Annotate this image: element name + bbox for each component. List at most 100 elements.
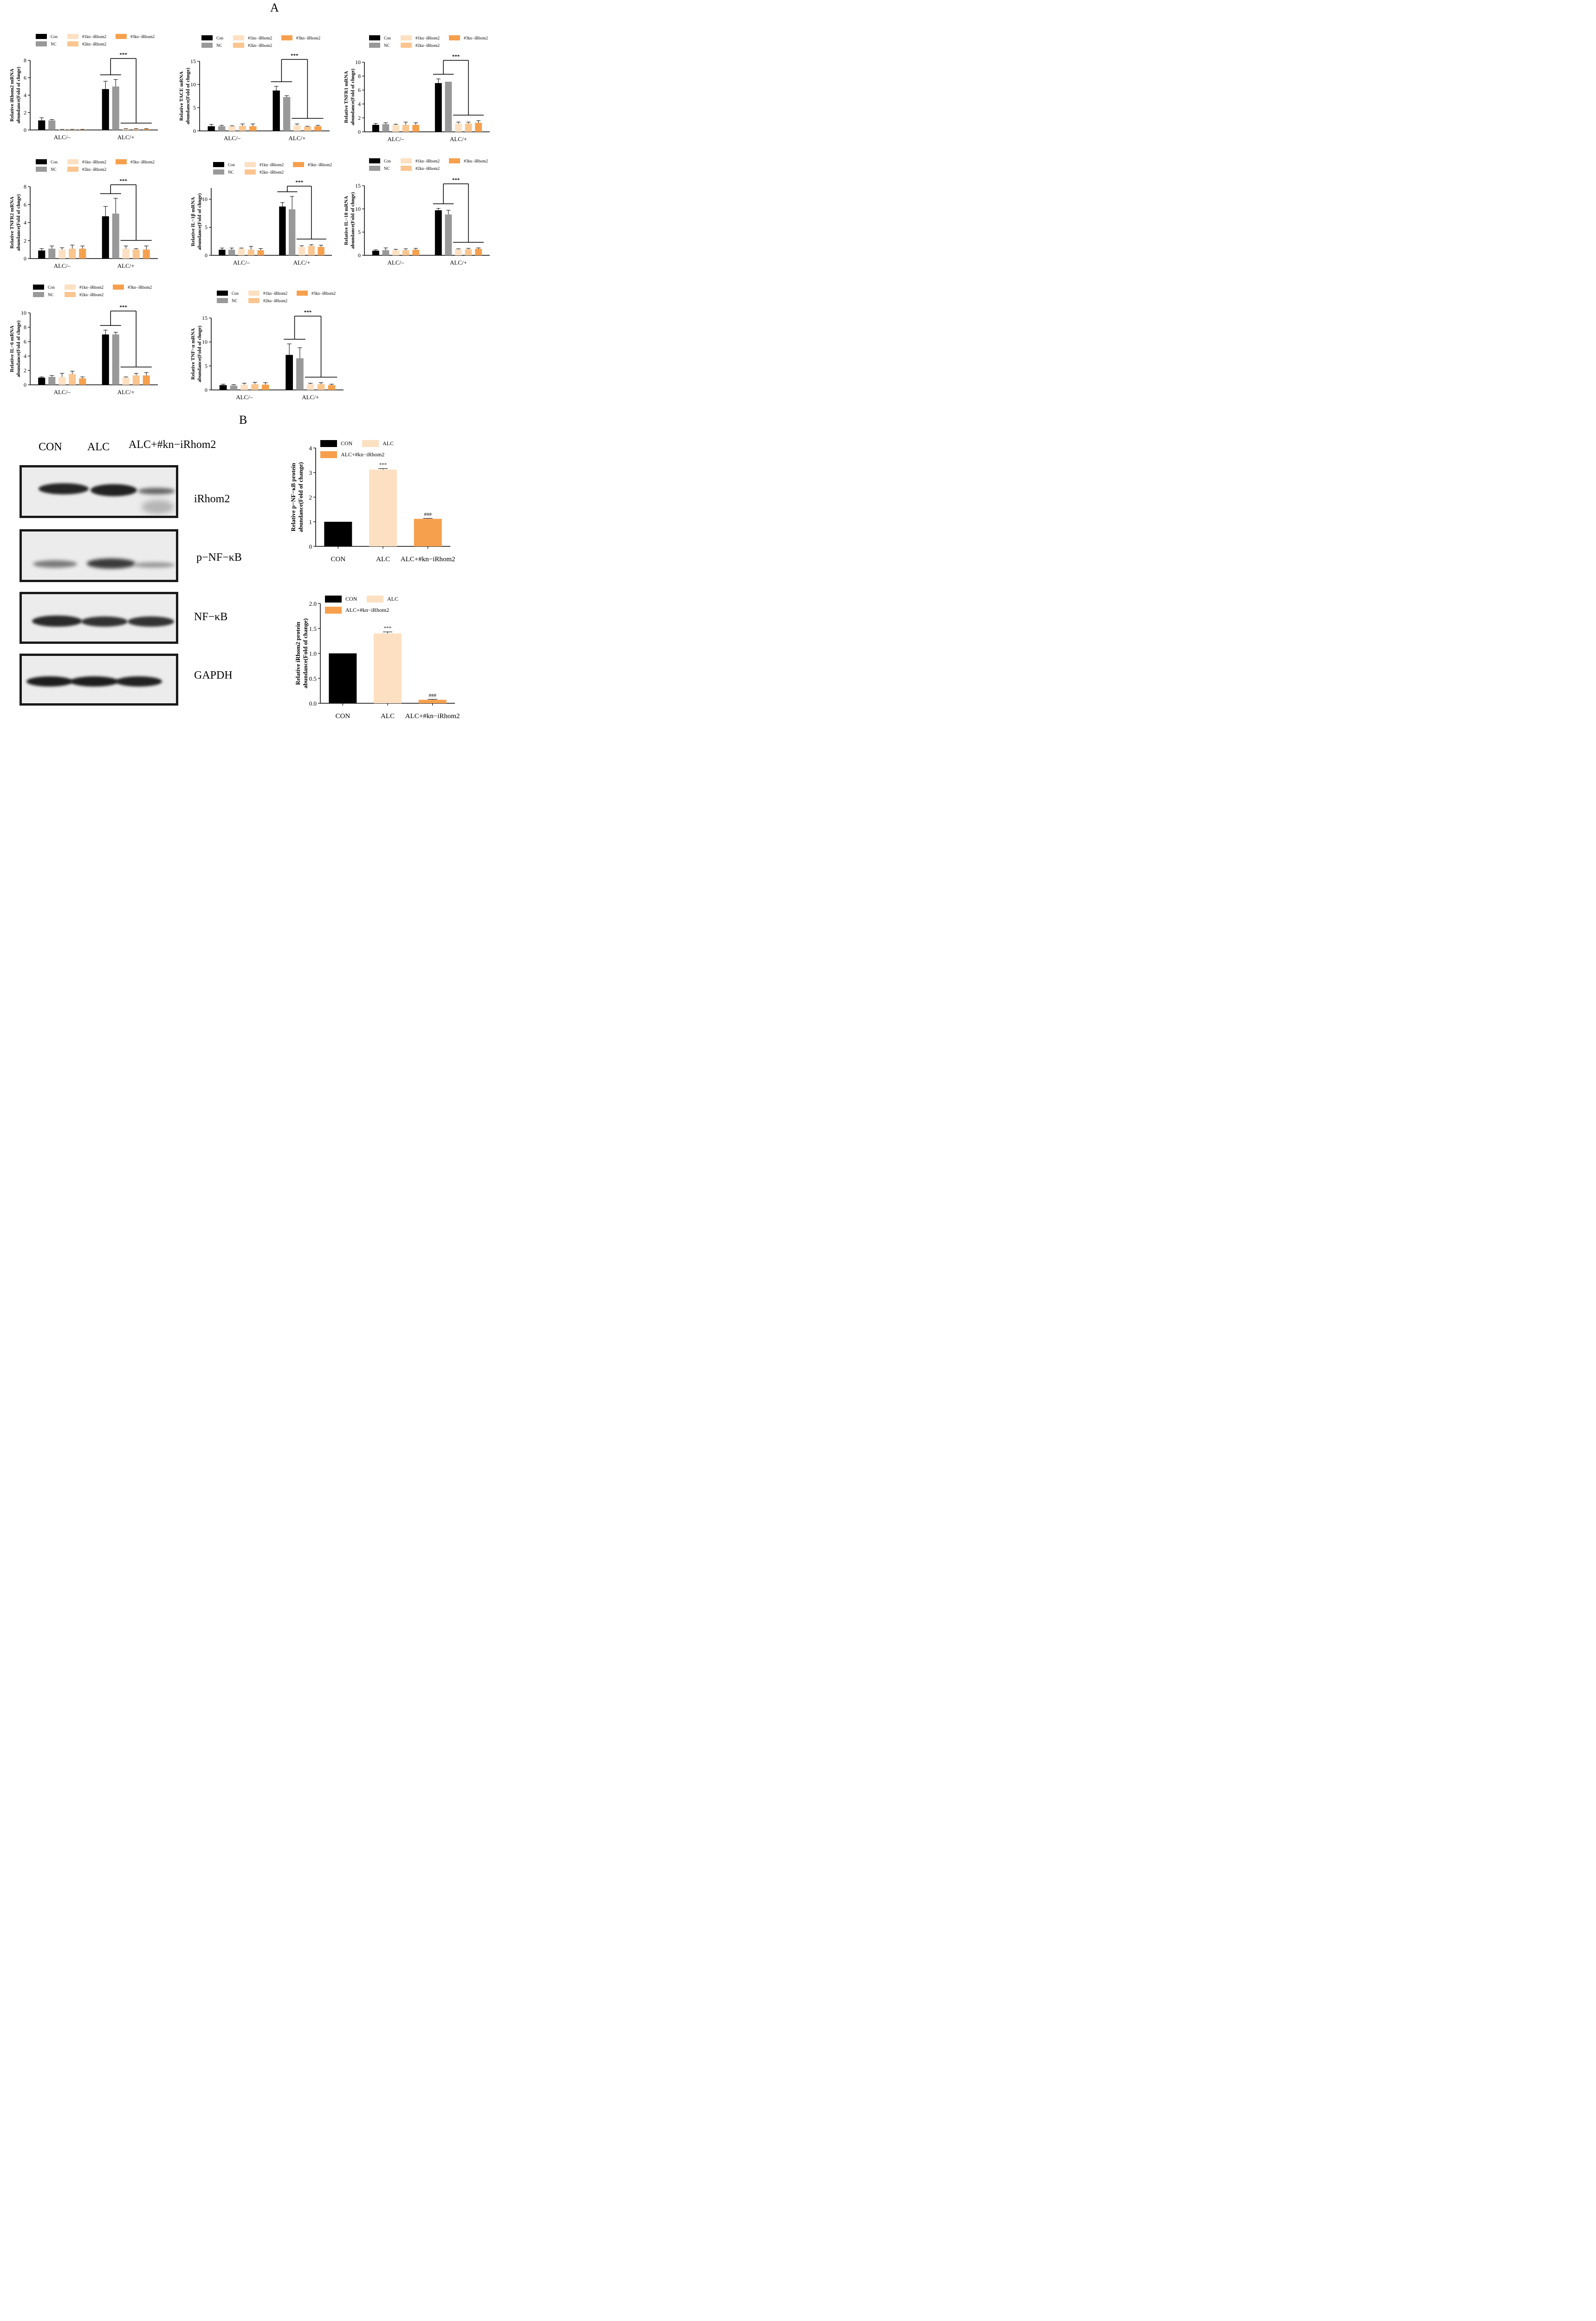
blot-label-nfkb: NF−κB	[194, 611, 228, 623]
legend-swatch	[401, 43, 412, 48]
panel-label-b: B	[239, 413, 247, 427]
legend-swatch	[248, 298, 260, 303]
legend-swatch	[233, 35, 244, 40]
chart-il18-mrna: Con NC #1kn−iRhom2 #2kn−iRhom2 #3kn−iRhom2 0 5…	[344, 158, 490, 266]
x-tick-label: ALC/+	[450, 259, 467, 266]
y-tick-label: 2	[24, 110, 26, 116]
x-tick-label: ALC/–	[54, 389, 71, 395]
y-axis-label: abundance(Fold of change)	[302, 618, 309, 688]
y-tick-label: 2	[309, 494, 312, 501]
bar	[132, 375, 140, 385]
legend-label: #3kn−iRhom2	[130, 34, 155, 39]
legend-swatch	[449, 35, 460, 40]
bar	[283, 97, 291, 131]
blot-label-gapdh: GAPDH	[194, 669, 233, 681]
bar	[240, 384, 248, 390]
blot-irhom2	[19, 465, 178, 518]
legend-label: #1kn−iRhom2	[82, 34, 106, 39]
legend-label: NC	[216, 43, 222, 48]
x-tick-label: ALC+#kn−iRhom2	[401, 556, 455, 563]
bar	[412, 250, 420, 255]
y-tick-label: 8	[24, 57, 26, 64]
bar	[293, 125, 301, 131]
y-tick-label: 4	[358, 101, 361, 107]
bar	[372, 251, 379, 255]
legend-label: CON	[341, 440, 353, 447]
legend-label: NC	[384, 43, 390, 48]
legend-label: Con	[48, 285, 55, 290]
chart-irhom2-mrna: Con NC #1kn−iRhom2 #2kn−iRhom2 #3kn−iRhom2 0 2…	[9, 34, 158, 141]
significance-label: ***	[120, 178, 128, 184]
bar	[112, 334, 119, 385]
y-tick-label: 5	[205, 363, 208, 369]
legend-label: #2kn−iRhom2	[82, 167, 106, 172]
bar	[251, 384, 259, 390]
y-tick-label: 2	[24, 237, 26, 244]
significance-label: ***	[304, 310, 312, 315]
y-tick-label: 10	[190, 81, 196, 88]
legend-label: #2kn−iRhom2	[260, 170, 284, 175]
bar	[374, 633, 402, 703]
bar	[58, 376, 66, 385]
significance-label: ***	[452, 177, 460, 183]
x-tick-label: ALC/–	[224, 135, 241, 142]
bar	[412, 125, 420, 132]
significance-label: ***	[120, 305, 128, 310]
y-axis-label: abundance(Fold of chnge)	[185, 68, 191, 125]
bar	[122, 377, 130, 385]
legend-swatch	[401, 35, 412, 40]
bar	[314, 126, 322, 131]
bar	[308, 246, 315, 255]
x-tick-label: ALC	[381, 713, 395, 720]
legend-swatch	[113, 285, 124, 290]
y-tick-label: 8	[24, 183, 26, 190]
bar	[318, 246, 324, 255]
bar	[402, 125, 409, 132]
bar	[392, 125, 399, 132]
bar	[455, 123, 462, 132]
legend-swatch	[248, 291, 260, 296]
y-tick-label: 3	[309, 469, 312, 476]
legend-label: Con	[232, 291, 239, 296]
legend-label: ALC	[387, 596, 398, 602]
bar	[143, 129, 150, 130]
legend-label: NC	[51, 42, 57, 46]
bar	[418, 700, 447, 703]
bar	[69, 248, 76, 259]
bar	[102, 334, 109, 385]
legend-swatch	[65, 285, 76, 290]
chart-tace-mrna: Con NC #1kn−iRhom2 #2kn−iRhom2 #3kn−iRhom2 0 5…	[179, 35, 330, 142]
legend-swatch	[33, 285, 44, 290]
y-tick-label: 15	[202, 315, 208, 321]
legend-label: #3kn−iRhom2	[464, 159, 488, 163]
x-tick-label: ALC/–	[54, 134, 71, 141]
bar	[475, 123, 482, 132]
legend-swatch	[67, 167, 78, 172]
bar	[257, 250, 264, 255]
y-tick-label: 4	[24, 92, 26, 98]
bar	[208, 126, 215, 131]
y-tick-label: 0	[309, 543, 312, 550]
legend-label: #1kn−iRhom2	[79, 285, 104, 290]
legend-swatch	[67, 41, 78, 46]
y-axis-label: abundance(Fold of chnge)	[350, 69, 356, 126]
bar	[306, 384, 314, 390]
bar	[38, 250, 45, 259]
x-tick-label: ALC/+	[293, 259, 311, 266]
legend-label: #3kn−iRhom2	[296, 36, 320, 40]
legend-swatch	[36, 41, 47, 46]
bar	[122, 129, 130, 130]
chart-irhom2-protein: CON ALC ALC+#kn−iRhom2 0.0 0.5 1.0 1.5 2.0 Relat…	[294, 596, 460, 720]
bar	[112, 86, 119, 130]
y-tick-label: 5	[358, 229, 361, 235]
bar	[239, 126, 247, 131]
legend-label: #2kn−iRhom2	[415, 43, 440, 48]
legend-swatch	[369, 166, 380, 171]
chart-tnfr1-mrna: Con NC #1kn−iRhom2 #2kn−iRhom2 #3kn−iRhom2 0 2…	[344, 35, 490, 143]
legend-swatch	[213, 162, 224, 167]
y-axis-label: Relative IL−1β mRNA	[190, 197, 196, 246]
bar	[392, 250, 399, 255]
bar	[48, 120, 56, 130]
x-tick-label: CON	[335, 713, 350, 720]
bar	[143, 249, 150, 259]
